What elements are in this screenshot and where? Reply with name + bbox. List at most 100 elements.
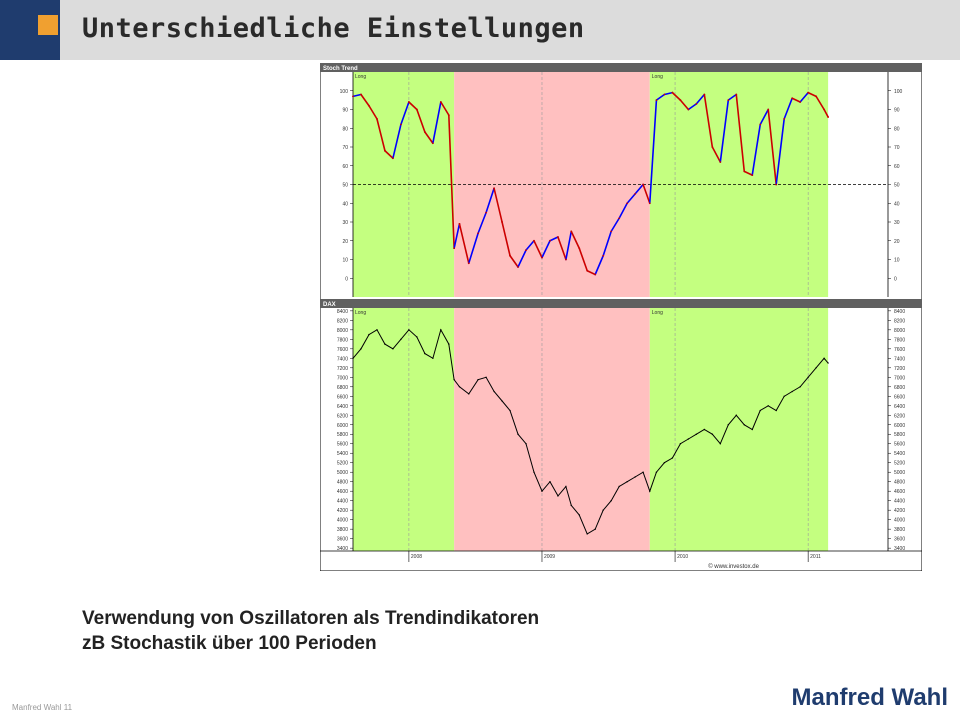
- stoch-series-segment-3: [368, 104, 378, 120]
- stoch-point-42: [679, 99, 682, 102]
- stoch-series-segment-2: [360, 93, 370, 107]
- stoch-series-segment-59: [807, 91, 817, 98]
- stoch-series-segment-37: [634, 183, 644, 195]
- stoch-series-segment-54: [767, 108, 778, 186]
- dax-point-51: [751, 428, 753, 431]
- dax-zone-long-2: [649, 308, 829, 551]
- dax-ytick-right-20: 7400: [894, 356, 905, 362]
- stoch-point-22: [525, 249, 527, 252]
- x-tick-label-0: 2008: [411, 554, 422, 560]
- dax-zone-long-0: [353, 308, 455, 551]
- dax-point-27: [565, 485, 567, 488]
- dax-ytick-right-10: 5400: [894, 451, 905, 457]
- stoch-series-segment-7: [400, 101, 410, 126]
- dax-ytick-left-6: 4600: [337, 489, 348, 495]
- dax-ytick-right-3: 4000: [894, 518, 905, 524]
- stoch-series-segment-8: [408, 101, 418, 111]
- stoch-zone-label-1: Long: [652, 74, 663, 80]
- stoch-series-segment-49: [727, 93, 738, 101]
- caption-line-2: zB Stochastik über 100 Perioden: [82, 633, 377, 654]
- dax-point-20: [509, 409, 511, 412]
- stoch-point-30: [586, 269, 589, 272]
- dax-point-52: [759, 409, 761, 412]
- dax-point-5: [392, 348, 394, 350]
- stoch-point-20: [509, 254, 511, 257]
- dax-point-7: [408, 329, 410, 331]
- dax-point-61: [827, 362, 829, 364]
- stoch-point-25: [549, 239, 551, 242]
- stoch-ytick-left-2: 20: [342, 239, 348, 245]
- dax-point-19: [501, 400, 503, 402]
- stoch-point-8: [415, 108, 418, 111]
- stoch-point-16: [477, 232, 479, 235]
- dax-point-48: [727, 424, 729, 426]
- dax-point-34: [618, 485, 620, 488]
- stoch-series-segment-57: [791, 97, 801, 103]
- stoch-series-segment-43: [679, 99, 690, 111]
- stoch-series-segment-61: [823, 108, 829, 118]
- stoch-point-56: [791, 97, 794, 100]
- stoch-point-44: [695, 102, 698, 105]
- dax-ytick-right-18: 7000: [894, 375, 905, 381]
- dax-ytick-left-4: 4200: [337, 508, 348, 514]
- header-orange-square: [38, 15, 58, 35]
- stoch-ytick-left-8: 80: [342, 126, 348, 132]
- stoch-ytick-left-7: 70: [342, 145, 348, 151]
- stoch-point-36: [634, 192, 637, 195]
- dax-point-18: [493, 390, 495, 393]
- dax-ytick-right-0: 3400: [894, 546, 905, 552]
- x-tick-label-3: 2011: [810, 554, 821, 560]
- stoch-point-18: [493, 187, 495, 190]
- stoch-ytick-left-0: 0: [345, 276, 348, 282]
- stoch-series-segment-33: [602, 230, 612, 257]
- stoch-series-segment-60: [815, 95, 825, 111]
- dax-zone-label-1: Long: [652, 310, 663, 316]
- stoch-point-26: [557, 236, 559, 238]
- dax-ytick-right-23: 8000: [894, 328, 905, 334]
- stoch-point-2: [368, 104, 370, 107]
- stoch-point-59: [815, 95, 818, 98]
- dax-point-13: [453, 378, 455, 381]
- stoch-point-27: [565, 258, 567, 261]
- stoch-series-segment-45: [695, 93, 706, 105]
- dax-point-17: [485, 376, 487, 378]
- stoch-series-segment-6: [392, 123, 402, 160]
- stoch-point-37: [642, 183, 645, 186]
- dax-point-53: [767, 405, 769, 407]
- dax-point-54: [775, 409, 777, 412]
- stoch-point-14: [458, 222, 461, 225]
- dax-ytick-right-17: 6800: [894, 385, 905, 391]
- dax-ytick-left-16: 6600: [337, 394, 348, 400]
- stoch-point-41: [671, 91, 674, 94]
- dax-point-40: [663, 462, 666, 464]
- stoch-point-32: [602, 254, 605, 257]
- dax-point-33: [610, 499, 612, 502]
- dax-point-0: [352, 357, 354, 360]
- dax-ytick-left-24: 8200: [337, 318, 348, 324]
- source-label: © www.investox.de: [708, 563, 759, 570]
- stoch-ytick-left-4: 40: [342, 201, 348, 207]
- dax-ytick-right-12: 5800: [894, 432, 905, 438]
- stoch-series-segment-34: [610, 217, 620, 233]
- stoch-ytick-right-4: 40: [894, 201, 900, 207]
- dax-ytick-right-13: 6000: [894, 423, 905, 429]
- dax-point-35: [626, 481, 628, 483]
- stoch-point-1: [360, 93, 362, 96]
- x-tick-label-1: 2009: [544, 554, 555, 560]
- header-bar: [0, 0, 960, 60]
- dax-ytick-left-21: 7600: [337, 347, 348, 353]
- dax-point-42: [679, 443, 682, 445]
- dax-point-25: [549, 481, 551, 483]
- stoch-series-segment-38: [642, 183, 651, 205]
- stoch-ytick-right-3: 30: [894, 220, 900, 226]
- stoch-point-54: [775, 183, 778, 186]
- stoch-series-segment-23: [525, 239, 535, 251]
- dax-ytick-right-22: 7800: [894, 337, 905, 343]
- stoch-ytick-right-10: 100: [894, 89, 903, 95]
- x-tick-label-2: 2010: [677, 554, 688, 560]
- dax-point-37: [642, 471, 644, 473]
- stoch-series-segment-55: [775, 118, 785, 186]
- dax-point-38: [649, 490, 651, 492]
- stoch-point-61: [827, 116, 830, 118]
- stoch-point-17: [485, 211, 487, 214]
